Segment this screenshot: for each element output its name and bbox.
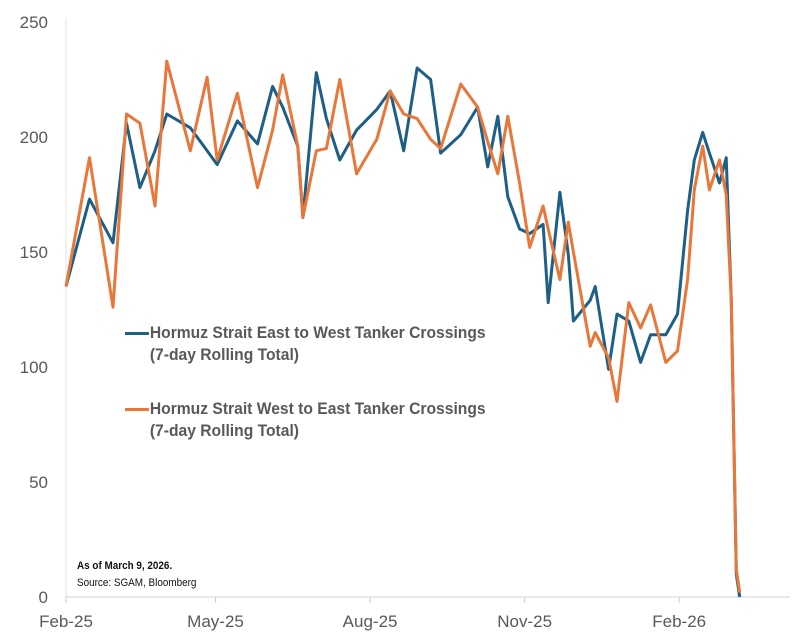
x-tick-label: Feb-25 — [39, 612, 93, 631]
y-tick-label: 150 — [20, 243, 48, 262]
y-tick-label: 50 — [29, 473, 48, 492]
legend-item-east-to-west: Hormuz Strait East to West Tanker Crossi… — [125, 322, 486, 366]
axes: 0 50 100 150 200 250 Feb-25 May-25 Aug-25 Nov-25 F… — [20, 13, 790, 631]
legend-label-east-to-west: Hormuz Strait East to West Tanker Crossi… — [149, 323, 486, 342]
legend-swatch-east-to-west — [125, 332, 149, 335]
series-group — [64, 59, 742, 598]
legend-sublabel-east-to-west: (7-day Rolling Total) — [149, 345, 299, 364]
y-tick-label: 0 — [39, 588, 48, 607]
series-line-east-to-west — [64, 66, 742, 598]
legend-item-west-to-east: Hormuz Strait West to East Tanker Crossi… — [125, 398, 486, 442]
legend-swatch-west-to-east — [125, 408, 149, 411]
as-of-note: As of March 9, 2026. — [77, 560, 173, 572]
legend-label-west-to-east: Hormuz Strait West to East Tanker Crossi… — [149, 399, 486, 418]
series-line-west-to-east — [64, 59, 742, 593]
y-tick-label: 100 — [20, 358, 48, 377]
y-tick-label: 250 — [20, 13, 48, 32]
x-tick-label: Feb-26 — [652, 612, 706, 631]
x-tick-label: May-25 — [187, 612, 244, 631]
y-tick-label: 200 — [20, 128, 48, 147]
x-tick-label: Aug-25 — [343, 612, 398, 631]
source-note: Source: SGAM, Bloomberg — [77, 577, 197, 589]
x-tick-label: Nov-25 — [497, 612, 552, 631]
legend-sublabel-west-to-east: (7-day Rolling Total) — [149, 421, 299, 440]
